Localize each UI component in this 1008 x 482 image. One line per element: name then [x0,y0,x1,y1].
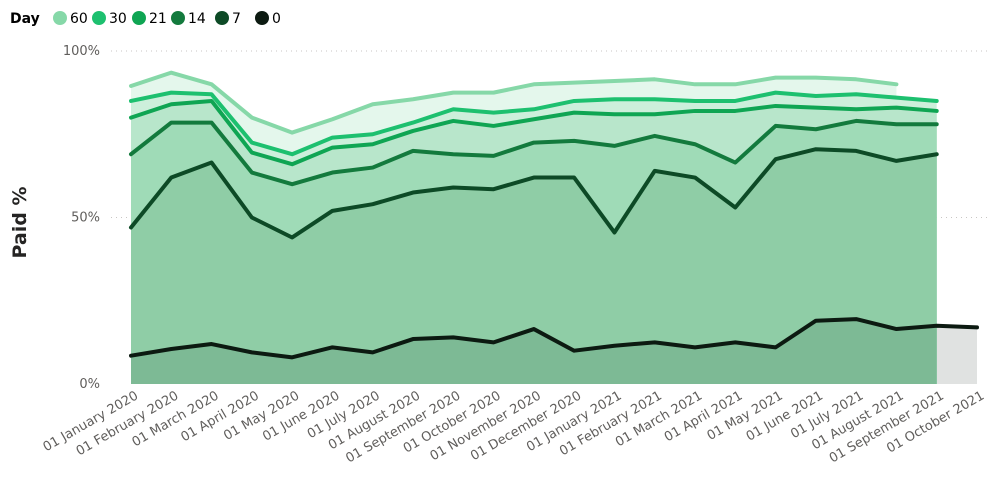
legend-marker-day-21[interactable] [132,11,146,25]
legend-marker-day-14[interactable] [171,11,185,25]
y-axis-label: Paid % [9,186,31,258]
area-incomplete-month [936,325,977,384]
legend-label-day-0: 0 [272,11,281,27]
y-axis: 0% 50% 100% [63,44,100,392]
legend-marker-day-0[interactable] [255,11,269,25]
legend-label-day-7: 7 [232,11,241,27]
legend: Day 60 30 21 14 7 0 [10,11,281,27]
legend-label-day-60: 60 [70,11,88,27]
legend-label-day-21: 21 [149,11,167,27]
legend-marker-day-30[interactable] [92,11,106,25]
legend-marker-day-7[interactable] [215,11,229,25]
y-tick-label: 50% [71,211,100,226]
line-day-14[interactable] [129,118,939,187]
legend-marker-day-60[interactable] [53,11,67,25]
legend-label-day-14: 14 [188,11,206,27]
line-day-7[interactable] [129,147,939,240]
legend-title: Day [10,11,40,27]
y-tick-label: 0% [79,377,100,392]
y-tick-label: 100% [63,44,100,59]
legend-label-day-30: 30 [109,11,127,27]
area-day-0 [131,319,937,384]
line-day-30[interactable] [129,90,939,157]
line-day-0[interactable] [129,317,979,360]
line-day-60[interactable] [129,70,899,135]
series-lines [129,70,979,360]
line-day-21[interactable] [129,98,939,167]
